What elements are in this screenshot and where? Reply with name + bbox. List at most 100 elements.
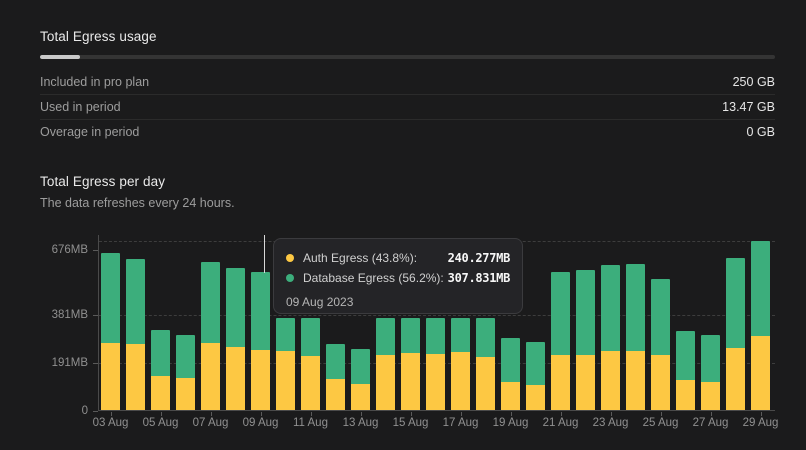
x-axis-tick: [510, 412, 512, 416]
egress-bar[interactable]: [401, 317, 420, 410]
x-axis-label: 09 Aug: [242, 417, 279, 429]
x-axis-tick: [310, 412, 312, 416]
auth-egress-segment: [326, 378, 345, 410]
x-axis-tick: [110, 412, 112, 416]
database-egress-segment: [226, 267, 245, 347]
tooltip-date: 09 Aug 2023: [286, 295, 354, 309]
database-egress-segment: [451, 317, 470, 353]
egress-bar[interactable]: [251, 272, 270, 410]
row-label: Included in pro plan: [40, 74, 150, 89]
gridline: [99, 315, 775, 317]
auth-egress-segment: [126, 344, 145, 410]
egress-usage-progress-fill: [40, 55, 80, 59]
egress-bar[interactable]: [126, 259, 145, 410]
database-egress-segment: [351, 348, 370, 384]
database-egress-segment: [701, 334, 720, 383]
database-egress-segment: [326, 343, 345, 379]
egress-bar[interactable]: [601, 264, 620, 410]
database-egress-segment: [376, 317, 395, 355]
auth-egress-segment: [501, 382, 520, 410]
egress-bar[interactable]: [551, 271, 570, 410]
auth-egress-segment: [301, 356, 320, 410]
database-egress-segment: [576, 270, 595, 355]
auth-egress-segment: [651, 354, 670, 410]
x-axis-tick: [410, 412, 412, 416]
auth-egress-segment: [276, 351, 295, 410]
auth-egress-segment: [351, 383, 370, 410]
egress-bar[interactable]: [301, 317, 320, 410]
database-egress-segment: [601, 264, 620, 352]
chart-plot-area[interactable]: 03 Aug 05 Aug 07 Aug 09 Aug 11 Aug 13 Aug 15 A…: [93, 235, 778, 429]
row-value: 250 GB: [732, 74, 775, 89]
row-label: Used in period: [40, 100, 121, 114]
database-egress-segment: [251, 272, 270, 350]
database-egress-segment: [501, 338, 520, 383]
database-egress-segment: [751, 240, 770, 337]
auth-egress-segment: [726, 348, 745, 410]
egress-bar[interactable]: [426, 317, 445, 410]
egress-bar[interactable]: [626, 263, 645, 410]
egress-bar[interactable]: [651, 278, 670, 410]
auth-egress-segment: [676, 379, 695, 410]
egress-bar[interactable]: [376, 317, 395, 410]
egress-bar[interactable]: [751, 240, 770, 410]
auth-egress-segment: [701, 382, 720, 410]
row-value: 13.47 GB: [722, 100, 775, 114]
auth-egress-segment: [226, 346, 245, 410]
x-axis-label: 17 Aug: [442, 417, 479, 429]
egress-bar[interactable]: [101, 252, 120, 410]
egress-bar[interactable]: [351, 348, 370, 410]
auth-egress-segment: [376, 354, 395, 410]
egress-bar[interactable]: [326, 343, 345, 410]
row-value: 0 GB: [746, 125, 776, 139]
x-axis-tick: [610, 412, 612, 416]
x-axis-tick: [210, 412, 212, 416]
table-row: Included in pro plan 250 GB: [40, 69, 775, 94]
x-axis-label: 13 Aug: [342, 417, 379, 429]
x-axis-label: 19 Aug: [492, 417, 529, 429]
auth-egress-segment: [626, 351, 645, 410]
x-axis-tick: [660, 412, 662, 416]
database-egress-segment: [476, 317, 495, 357]
auth-egress-segment: [551, 355, 570, 410]
egress-bar[interactable]: [726, 258, 745, 410]
x-axis-label: 15 Aug: [392, 417, 429, 429]
table-row: Overage in period 0 GB: [40, 119, 775, 144]
x-axis-label: 11 Aug: [293, 417, 328, 429]
auth-egress-segment: [476, 356, 495, 410]
auth-egress-segment: [201, 343, 220, 410]
egress-bar[interactable]: [276, 317, 295, 410]
egress-bar[interactable]: [151, 330, 170, 410]
egress-bar[interactable]: [676, 331, 695, 410]
x-axis-label: 29 Aug: [742, 417, 779, 429]
egress-bar[interactable]: [576, 270, 595, 410]
y-axis-label: 381MB: [51, 309, 88, 322]
x-axis-tick: [460, 412, 462, 416]
auth-egress-segment: [751, 336, 770, 410]
database-egress-segment: [151, 330, 170, 377]
auth-egress-segment: [526, 384, 545, 410]
egress-per-day-subtitle: The data refreshes every 24 hours.: [40, 196, 235, 210]
auth-egress-segment: [426, 353, 445, 410]
egress-usage-title: Total Egress usage: [40, 29, 157, 44]
egress-bar[interactable]: [201, 262, 220, 410]
egress-bar[interactable]: [476, 317, 495, 410]
database-egress-segment: [626, 263, 645, 352]
egress-bar[interactable]: [701, 334, 720, 410]
y-axis-label: 676MB: [51, 244, 88, 256]
row-label: Overage in period: [40, 125, 140, 139]
egress-bar[interactable]: [526, 342, 545, 410]
egress-per-day-chart[interactable]: 03 Aug 05 Aug 07 Aug 09 Aug 11 Aug 13 Aug 15 A…: [40, 233, 778, 429]
egress-bar[interactable]: [226, 267, 245, 410]
egress-bar[interactable]: [501, 338, 520, 410]
tooltip-series-label: Auth Egress (43.8%):: [303, 251, 418, 265]
database-egress-segment: [526, 342, 545, 385]
egress-bar[interactable]: [176, 335, 195, 410]
x-axis-label: 05 Aug: [142, 417, 179, 429]
x-axis-tick: [760, 412, 762, 416]
y-axis-label: 191MB: [51, 356, 88, 369]
database-egress-segment: [651, 278, 670, 355]
auth-egress-segment: [576, 354, 595, 410]
egress-bar[interactable]: [451, 317, 470, 410]
x-axis-tick: [360, 412, 362, 416]
